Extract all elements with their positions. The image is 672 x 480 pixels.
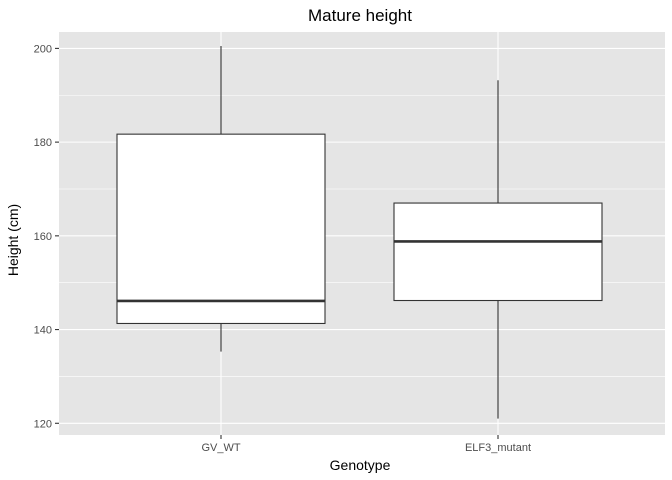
y-tick-label: 120	[34, 418, 52, 430]
box-ELF3_mutant	[393, 80, 603, 419]
y-tick-label: 180	[34, 137, 52, 149]
y-tick-label: 160	[34, 231, 52, 243]
y-axis-title: Height (cm)	[5, 204, 21, 276]
chart-title: Mature height	[308, 6, 412, 25]
interquartile-box	[393, 202, 603, 302]
box-layer	[116, 46, 603, 419]
x-axis-title: Genotype	[330, 457, 391, 473]
y-tick-label: 200	[34, 43, 52, 55]
axis-ticks: 120 140 160 180 200 GV_WT ELF3_mutant	[34, 43, 531, 454]
y-tick-label: 140	[34, 325, 52, 337]
box-GV_WT	[116, 46, 326, 352]
x-tick-label: GV_WT	[201, 442, 240, 454]
x-tick-label: ELF3_mutant	[465, 442, 531, 454]
interquartile-box	[116, 133, 326, 325]
